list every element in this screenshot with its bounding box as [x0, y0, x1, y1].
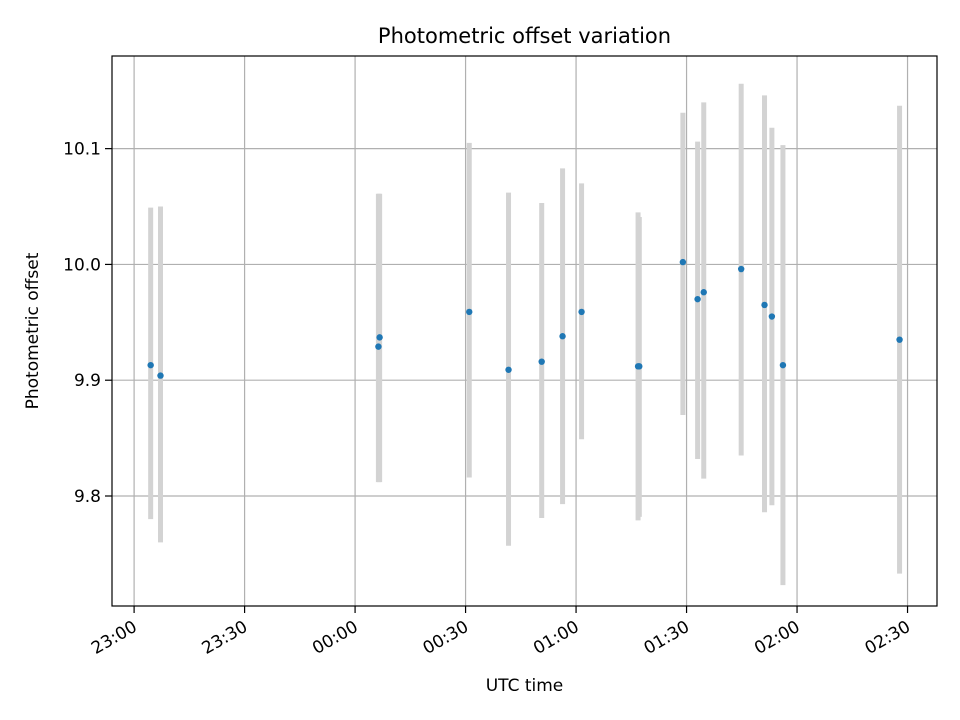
data-point	[896, 336, 903, 343]
y-tick-label: 10.0	[63, 255, 101, 275]
data-point	[679, 258, 687, 266]
grid-lines	[112, 56, 937, 606]
error-bars	[148, 83, 903, 586]
x-tick-label: 23:30	[199, 617, 251, 659]
x-axis-label: UTC time	[486, 676, 564, 696]
plot-frame	[111, 55, 938, 607]
data-point	[700, 289, 707, 296]
y-axis-label: Photometric offset	[23, 252, 43, 409]
data-point	[768, 313, 776, 320]
data-point	[761, 301, 768, 309]
data-point	[578, 308, 585, 316]
y-tick-label: 9.8	[74, 487, 101, 507]
x-tick-label: 01:30	[641, 617, 693, 659]
data-point	[157, 372, 164, 379]
data-point	[466, 308, 473, 316]
x-tick-label: 00:00	[309, 617, 361, 659]
data-point	[559, 333, 566, 340]
data-point	[737, 265, 745, 273]
x-tick-label: 02:00	[751, 617, 803, 659]
data-point	[505, 366, 512, 373]
data-point	[694, 295, 701, 303]
y-tick-label: 9.9	[74, 371, 101, 391]
chart-title: Photometric offset variation	[378, 24, 671, 48]
data-point	[636, 363, 643, 370]
axis-ticks: 23:00 23:30 00:00 00:30 01:00 01:30 02:00 02:30…	[63, 140, 914, 659]
data-point	[779, 361, 787, 369]
data-point	[376, 334, 383, 341]
data-point	[538, 358, 545, 365]
x-tick-label: 01:00	[530, 617, 582, 659]
data-points	[147, 258, 903, 379]
x-tick-label: 00:30	[420, 617, 472, 659]
y-tick-label: 10.1	[63, 140, 101, 160]
x-tick-label: 02:30	[862, 617, 914, 659]
x-tick-label: 23:00	[88, 617, 140, 659]
data-point	[375, 343, 382, 350]
data-point	[147, 361, 154, 369]
